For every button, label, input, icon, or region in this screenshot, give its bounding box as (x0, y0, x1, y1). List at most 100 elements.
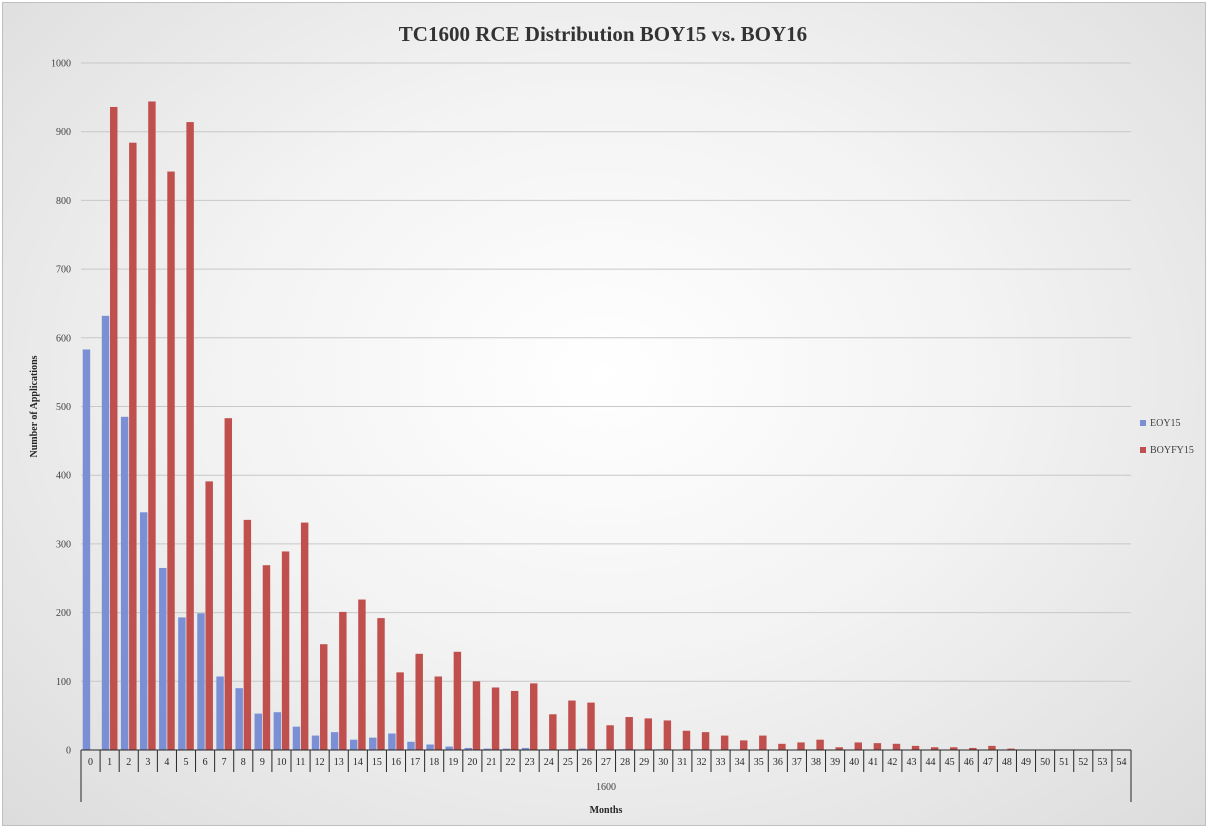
bar-eoy15-23 (521, 747, 530, 750)
y-tick-label: 200 (56, 608, 71, 619)
x-tick-label: 9 (260, 757, 265, 768)
x-tick-label: 38 (811, 757, 821, 768)
bar-eoy15-10 (273, 712, 282, 750)
bar-boyfy15-8 (243, 519, 252, 750)
x-tick-label: 43 (906, 757, 916, 768)
chart-title: TC1600 RCE Distribution BOY15 vs. BOY16 (399, 22, 807, 46)
bar-boyfy15-33 (720, 735, 729, 750)
bar-boyfy15-1 (110, 106, 118, 750)
bar-boyfy15-5 (186, 122, 194, 750)
y-tick-label: 0 (66, 746, 71, 757)
x-tick-label: 34 (735, 757, 745, 768)
bar-boyfy15-17 (415, 653, 423, 750)
y-tick-label: 300 (56, 539, 71, 550)
x-tick-label: 20 (467, 757, 477, 768)
bar-boyfy15-19 (453, 651, 462, 750)
x-tick-label: 30 (658, 757, 668, 768)
x-tick-label: 6 (203, 757, 208, 768)
x-tick-label: 35 (754, 757, 764, 768)
bar-boyfy15-26 (587, 702, 595, 750)
y-tick-label: 600 (56, 333, 71, 344)
bar-boyfy15-6 (205, 481, 213, 750)
bar-boyfy15-28 (625, 717, 633, 750)
x-tick-label: 46 (964, 757, 974, 768)
y-tick-label: 700 (56, 265, 71, 276)
x-tick-label: 26 (582, 757, 592, 768)
bar-chart: TC1600 RCE Distribution BOY15 vs. BOY16 … (29, 22, 1194, 816)
legend-label-eoy15: EOY15 (1150, 418, 1181, 429)
bar-boyfy15-23 (530, 683, 538, 750)
bar-boyfy15-47 (988, 745, 996, 750)
x-tick-label: 19 (448, 757, 458, 768)
bar-boyfy15-9 (262, 565, 271, 750)
bar-boyfy15-4 (167, 171, 175, 750)
bar-boyfy15-34 (740, 740, 748, 750)
bar-eoy15-4 (159, 567, 167, 750)
x-tick-label: 1 (107, 757, 112, 768)
bars (82, 101, 1015, 751)
bar-boyfy15-2 (129, 142, 137, 750)
x-tick-label: 18 (429, 757, 439, 768)
bar-eoy15-26 (579, 748, 587, 750)
x-axis-title: Months (590, 805, 623, 816)
legend-swatch-eoy15 (1140, 420, 1146, 426)
bar-boyfy15-29 (644, 718, 653, 750)
bar-eoy15-0 (82, 349, 91, 750)
x-tick-label: 12 (315, 757, 325, 768)
bar-eoy15-13 (330, 732, 339, 750)
bar-boyfy15-25 (568, 700, 576, 750)
x-tick-label: 44 (926, 757, 936, 768)
bar-eoy15-19 (445, 746, 453, 750)
bar-eoy15-16 (388, 733, 396, 750)
bar-eoy15-5 (178, 617, 186, 750)
x-tick-label: 28 (620, 757, 630, 768)
bar-boyfy15-45 (950, 747, 958, 750)
x-tick-label: 47 (983, 757, 993, 768)
bar-boyfy15-3 (148, 101, 156, 751)
bar-eoy15-11 (292, 726, 301, 750)
x-tick-label: 10 (276, 757, 286, 768)
bar-boyfy15-44 (930, 747, 939, 750)
x-tick-label: 15 (372, 757, 382, 768)
x-tick-label: 16 (391, 757, 401, 768)
legend-label-boyfy15: BOYFY15 (1150, 445, 1194, 456)
x-tick-label: 22 (506, 757, 516, 768)
bar-eoy15-22 (502, 748, 511, 750)
bar-boyfy15-18 (434, 676, 443, 750)
legend-swatch-boyfy15 (1140, 447, 1146, 453)
x-group-label: 1600 (596, 782, 616, 793)
bar-eoy15-17 (407, 741, 415, 750)
x-tick-label: 53 (1097, 757, 1107, 768)
bar-eoy15-15 (369, 737, 377, 750)
bar-boyfy15-16 (396, 672, 404, 750)
x-tick-label: 49 (1021, 757, 1031, 768)
x-tick-label: 23 (525, 757, 535, 768)
x-tick-label: 45 (945, 757, 955, 768)
x-tick-label: 29 (639, 757, 649, 768)
bar-boyfy15-46 (969, 747, 977, 750)
bar-boyfy15-32 (701, 732, 710, 750)
bar-boyfy15-10 (281, 551, 290, 750)
x-tick-label: 13 (334, 757, 344, 768)
x-tick-label: 50 (1040, 757, 1050, 768)
bar-boyfy15-40 (854, 742, 863, 750)
x-tick-label: 24 (544, 757, 554, 768)
x-tick-label: 7 (222, 757, 227, 768)
x-tick-label: 32 (696, 757, 706, 768)
bar-boyfy15-12 (320, 644, 328, 750)
x-tick-label: 5 (184, 757, 189, 768)
x-tick-label: 33 (716, 757, 726, 768)
bar-boyfy15-38 (816, 739, 824, 750)
bar-boyfy15-41 (873, 743, 882, 750)
y-tick-label: 1000 (51, 59, 71, 70)
x-tick-label: 41 (868, 757, 878, 768)
bar-boyfy15-13 (339, 611, 347, 750)
y-tick-label: 400 (56, 471, 71, 482)
x-tick-label: 25 (563, 757, 573, 768)
bar-boyfy15-21 (491, 687, 500, 750)
x-tick-label: 36 (773, 757, 783, 768)
bar-eoy15-18 (426, 744, 434, 750)
x-tick-label: 42 (887, 757, 897, 768)
gridlines (81, 62, 1131, 751)
x-tick-label: 17 (410, 757, 420, 768)
